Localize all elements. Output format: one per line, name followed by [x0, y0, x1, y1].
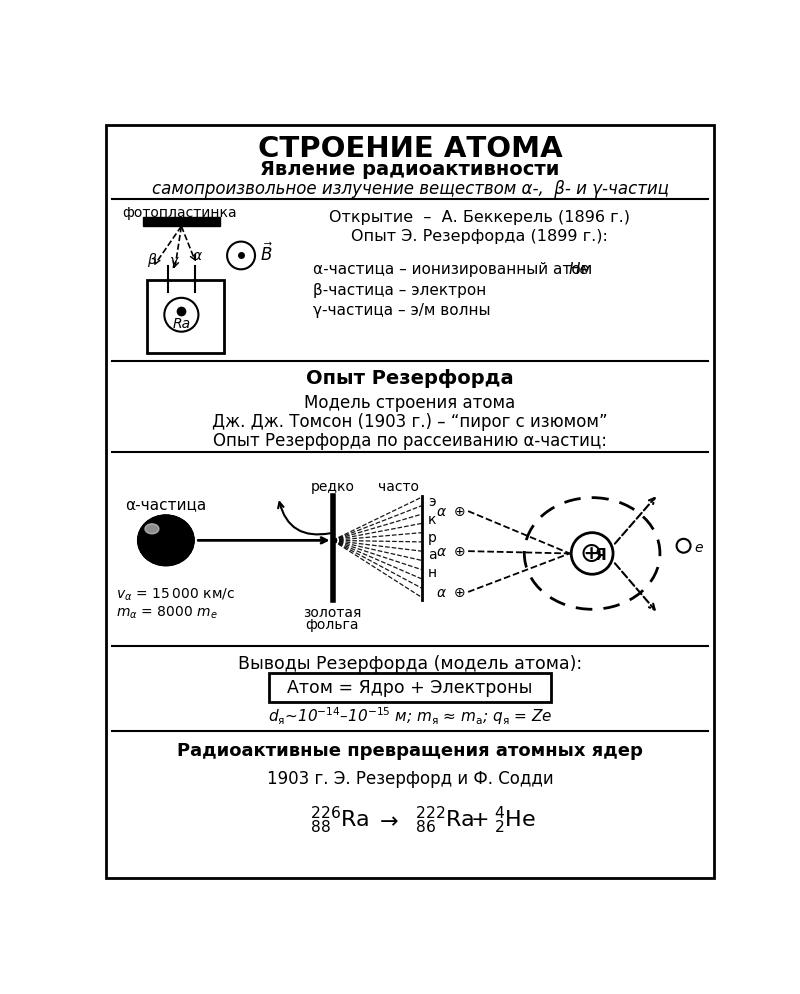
- Text: к: к: [428, 512, 437, 526]
- Text: Модель строения атома: Модель строения атома: [304, 394, 516, 412]
- Text: α-частица: α-частица: [126, 496, 206, 511]
- Text: Я: Я: [594, 548, 606, 563]
- Circle shape: [571, 533, 613, 575]
- Text: 1903 г. Э. Резерфорд и Ф. Содди: 1903 г. Э. Резерфорд и Ф. Содди: [266, 768, 554, 786]
- Ellipse shape: [140, 518, 191, 564]
- Text: СТРОЕНИЕ АТОМА: СТРОЕНИЕ АТОМА: [258, 134, 562, 162]
- Text: $\beta$: $\beta$: [147, 251, 158, 269]
- Text: $\oplus$: $\oplus$: [579, 540, 602, 568]
- Text: $\alpha$  $\oplus$: $\alpha$ $\oplus$: [435, 545, 466, 559]
- Ellipse shape: [145, 524, 159, 535]
- Ellipse shape: [158, 534, 174, 548]
- Ellipse shape: [154, 530, 178, 552]
- Text: р: р: [428, 530, 437, 544]
- Bar: [269, 673, 551, 703]
- Text: He: He: [569, 261, 590, 276]
- Ellipse shape: [147, 524, 185, 558]
- Text: e: e: [694, 540, 703, 554]
- Text: α-частица – ионизированный атом: α-частица – ионизированный атом: [313, 261, 598, 276]
- Ellipse shape: [156, 532, 175, 550]
- Ellipse shape: [152, 528, 180, 554]
- Text: $\vec{B}$: $\vec{B}$: [261, 243, 274, 265]
- Ellipse shape: [138, 516, 194, 566]
- Text: Атом = Ядро + Электроны: Атом = Ядро + Электроны: [287, 679, 533, 697]
- Bar: [142, 218, 220, 227]
- Text: γ-частица – э/м волны: γ-частица – э/м волны: [313, 302, 490, 317]
- Text: э: э: [429, 495, 436, 509]
- Text: $v_{\alpha}$ = 15 000 км/с: $v_{\alpha}$ = 15 000 км/с: [115, 586, 234, 602]
- Text: Опыт Э. Резерфорда (1899 г.):: Опыт Э. Резерфорда (1899 г.):: [351, 229, 608, 244]
- Text: Открытие  –  А. Беккерель (1896 г.): Открытие – А. Беккерель (1896 г.): [330, 211, 630, 226]
- Text: редко: редко: [310, 479, 354, 493]
- Text: Опыт Резерфорда: Опыт Резерфорда: [306, 369, 514, 388]
- Text: самопроизвольное излучение веществом α-,  β- и γ-частиц: самопроизвольное излучение веществом α-,…: [151, 180, 669, 198]
- Text: β-частица – электрон: β-частица – электрон: [313, 282, 486, 297]
- Text: фотопластинка: фотопластинка: [122, 206, 237, 220]
- Ellipse shape: [163, 539, 169, 544]
- Text: Явление радиоактивности: Явление радиоактивности: [260, 160, 560, 179]
- Bar: [146, 281, 224, 354]
- Circle shape: [164, 298, 198, 332]
- Text: $\rightarrow$: $\rightarrow$: [375, 809, 398, 829]
- Text: Радиоактивные превращения атомных ядер: Радиоактивные превращения атомных ядер: [177, 742, 643, 759]
- Text: $\alpha$  $\oplus$: $\alpha$ $\oplus$: [435, 505, 466, 519]
- Text: $\gamma$: $\gamma$: [169, 254, 180, 269]
- Text: фольга: фольга: [306, 617, 359, 631]
- Circle shape: [677, 540, 690, 553]
- Text: $^{4}_{2}$He: $^{4}_{2}$He: [494, 804, 536, 835]
- Text: $\alpha$  $\oplus$: $\alpha$ $\oplus$: [435, 585, 466, 599]
- Ellipse shape: [142, 520, 190, 562]
- Text: н: н: [428, 566, 437, 580]
- Ellipse shape: [150, 526, 182, 556]
- Text: $^{222}_{86}$Ra: $^{222}_{86}$Ra: [415, 804, 474, 835]
- Text: Выводы Резерфорда (модель атома):: Выводы Резерфорда (модель атома):: [238, 654, 582, 672]
- Text: $^{226}_{88}$Ra: $^{226}_{88}$Ra: [310, 804, 370, 835]
- Ellipse shape: [138, 516, 194, 566]
- Text: Опыт Резерфорда по рассеиванию α-частиц:: Опыт Резерфорда по рассеиванию α-частиц:: [213, 431, 607, 450]
- Ellipse shape: [161, 537, 171, 546]
- Text: Ra: Ra: [173, 317, 191, 331]
- Text: часто: часто: [378, 479, 419, 493]
- Text: $d_{\rm я}$~10$^{-14}$–10$^{-15}$ м; $m_{\rm я}$ ≈ $m_{\rm а}$; $q_{\rm я}$ = Ze: $d_{\rm я}$~10$^{-14}$–10$^{-15}$ м; $m_…: [268, 705, 552, 727]
- Text: Дж. Дж. Томсон (1903 г.) – “пирог с изюмом”: Дж. Дж. Томсон (1903 г.) – “пирог с изюм…: [212, 413, 608, 430]
- Ellipse shape: [145, 522, 187, 560]
- Text: $\alpha$: $\alpha$: [192, 249, 203, 263]
- Text: $m_{\alpha}$ = 8000 $m_{e}$: $m_{\alpha}$ = 8000 $m_{e}$: [115, 604, 217, 620]
- Text: золотая: золотая: [303, 605, 362, 619]
- Text: +: +: [470, 809, 489, 829]
- Text: а: а: [428, 548, 437, 562]
